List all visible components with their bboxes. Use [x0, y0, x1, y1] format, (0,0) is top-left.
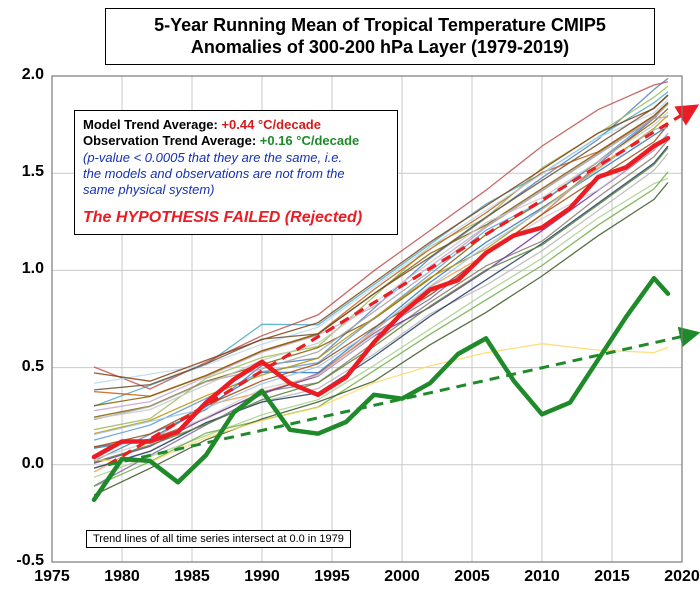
- title-line-2: Anomalies of 300-200 hPa Layer (1979-201…: [116, 37, 644, 59]
- annotation-line: the models and observations are not from…: [83, 166, 389, 182]
- x-tick-label: 1980: [102, 568, 142, 586]
- figure-container: 5-Year Running Mean of Tropical Temperat…: [0, 0, 700, 611]
- y-tick-label: 0.5: [8, 358, 44, 376]
- x-tick-label: 1985: [172, 568, 212, 586]
- hypothesis-failed-text: The HYPOTHESIS FAILED (Rejected): [83, 208, 389, 228]
- x-tick-label: 2015: [592, 568, 632, 586]
- annotation-line: same physical system): [83, 182, 389, 198]
- x-tick-label: 1995: [312, 568, 352, 586]
- x-tick-label: 1990: [242, 568, 282, 586]
- x-tick-label: 2020: [662, 568, 700, 586]
- annotation-line: (p-value < 0.0005 that they are the same…: [83, 150, 389, 166]
- chart-svg: [0, 0, 700, 611]
- annotation-line: Model Trend Average: +0.44 °C/decade: [83, 117, 389, 133]
- x-tick-label: 2005: [452, 568, 492, 586]
- annotation-line: Observation Trend Average: +0.16 °C/deca…: [83, 133, 389, 149]
- y-tick-label: 1.5: [8, 163, 44, 181]
- chart-title: 5-Year Running Mean of Tropical Temperat…: [105, 8, 655, 65]
- y-tick-label: 2.0: [8, 66, 44, 84]
- x-tick-label: 1975: [32, 568, 72, 586]
- title-line-1: 5-Year Running Mean of Tropical Temperat…: [116, 15, 644, 37]
- footnote-text: Trend lines of all time series intersect…: [93, 533, 344, 545]
- x-tick-label: 2010: [522, 568, 562, 586]
- annotation-box: Model Trend Average: +0.44 °C/decadeObse…: [74, 110, 398, 235]
- y-tick-label: 1.0: [8, 260, 44, 278]
- y-tick-label: 0.0: [8, 455, 44, 473]
- x-tick-label: 2000: [382, 568, 422, 586]
- footnote-box: Trend lines of all time series intersect…: [86, 530, 351, 548]
